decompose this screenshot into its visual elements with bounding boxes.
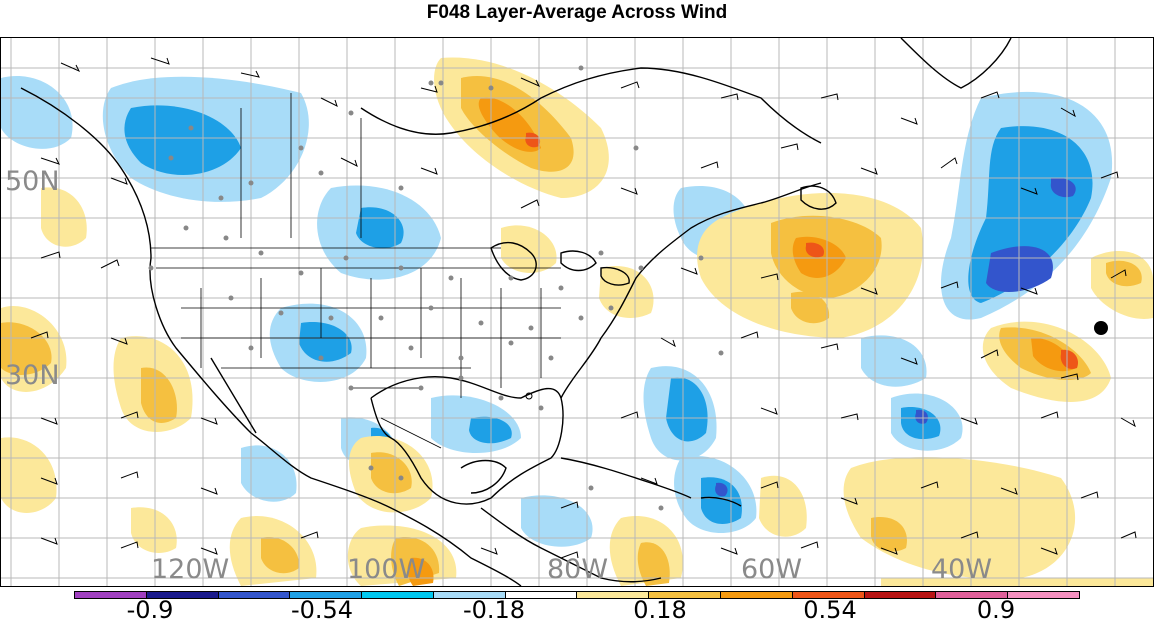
colorbar-swatch: [75, 592, 147, 598]
colorbar-swatch: [290, 592, 363, 598]
coastlines: [20, 38, 1012, 586]
contour-fields: [1, 57, 1153, 586]
colorbar-swatch: [792, 592, 865, 598]
political-boundaries: [151, 93, 561, 449]
colorbar-label: 0.9: [976, 596, 1016, 624]
colorbar-swatch: [146, 592, 219, 598]
wind-barbs: [30, 57, 1137, 559]
colorbar-swatch: [433, 592, 506, 598]
colorbar-label: -0.54: [290, 596, 354, 624]
lon-label-100w: 100W: [347, 554, 426, 585]
lon-label-80w: 80W: [547, 554, 609, 585]
colorbar-swatch: [218, 592, 291, 598]
colorbar-swatch: [362, 592, 434, 598]
graticule: [1, 38, 1153, 586]
map-panel: 120W 100W 80W 60W 40W 50N 30N: [0, 37, 1154, 587]
colorbar-label: -0.18: [462, 596, 526, 624]
colorbar-swatch: [505, 592, 578, 598]
map-canvas: [1, 38, 1153, 586]
colorbar-swatch: [577, 592, 650, 598]
colorbar: [74, 591, 1080, 599]
lon-label-60w: 60W: [741, 554, 803, 585]
colorbar-swatch: [936, 592, 1009, 598]
colorbar-label: 0.54: [803, 596, 857, 624]
colorbar-swatch: [864, 592, 937, 598]
station-dots: [148, 65, 724, 511]
station-ring: [525, 392, 533, 400]
colorbar-label: -0.9: [126, 596, 174, 624]
colorbar-swatch: [721, 592, 793, 598]
colorbar-swatch: [649, 592, 722, 598]
colorbar-swatch: [1008, 592, 1079, 598]
chart-title: F048 Layer-Average Across Wind: [426, 2, 728, 23]
lon-label-120w: 120W: [151, 554, 230, 585]
lon-label-40w: 40W: [931, 554, 993, 585]
lat-label-50n: 50N: [5, 166, 60, 197]
lat-label-30n: 30N: [5, 360, 60, 391]
station-marker: [1094, 321, 1108, 335]
colorbar-label: 0.18: [633, 596, 687, 624]
